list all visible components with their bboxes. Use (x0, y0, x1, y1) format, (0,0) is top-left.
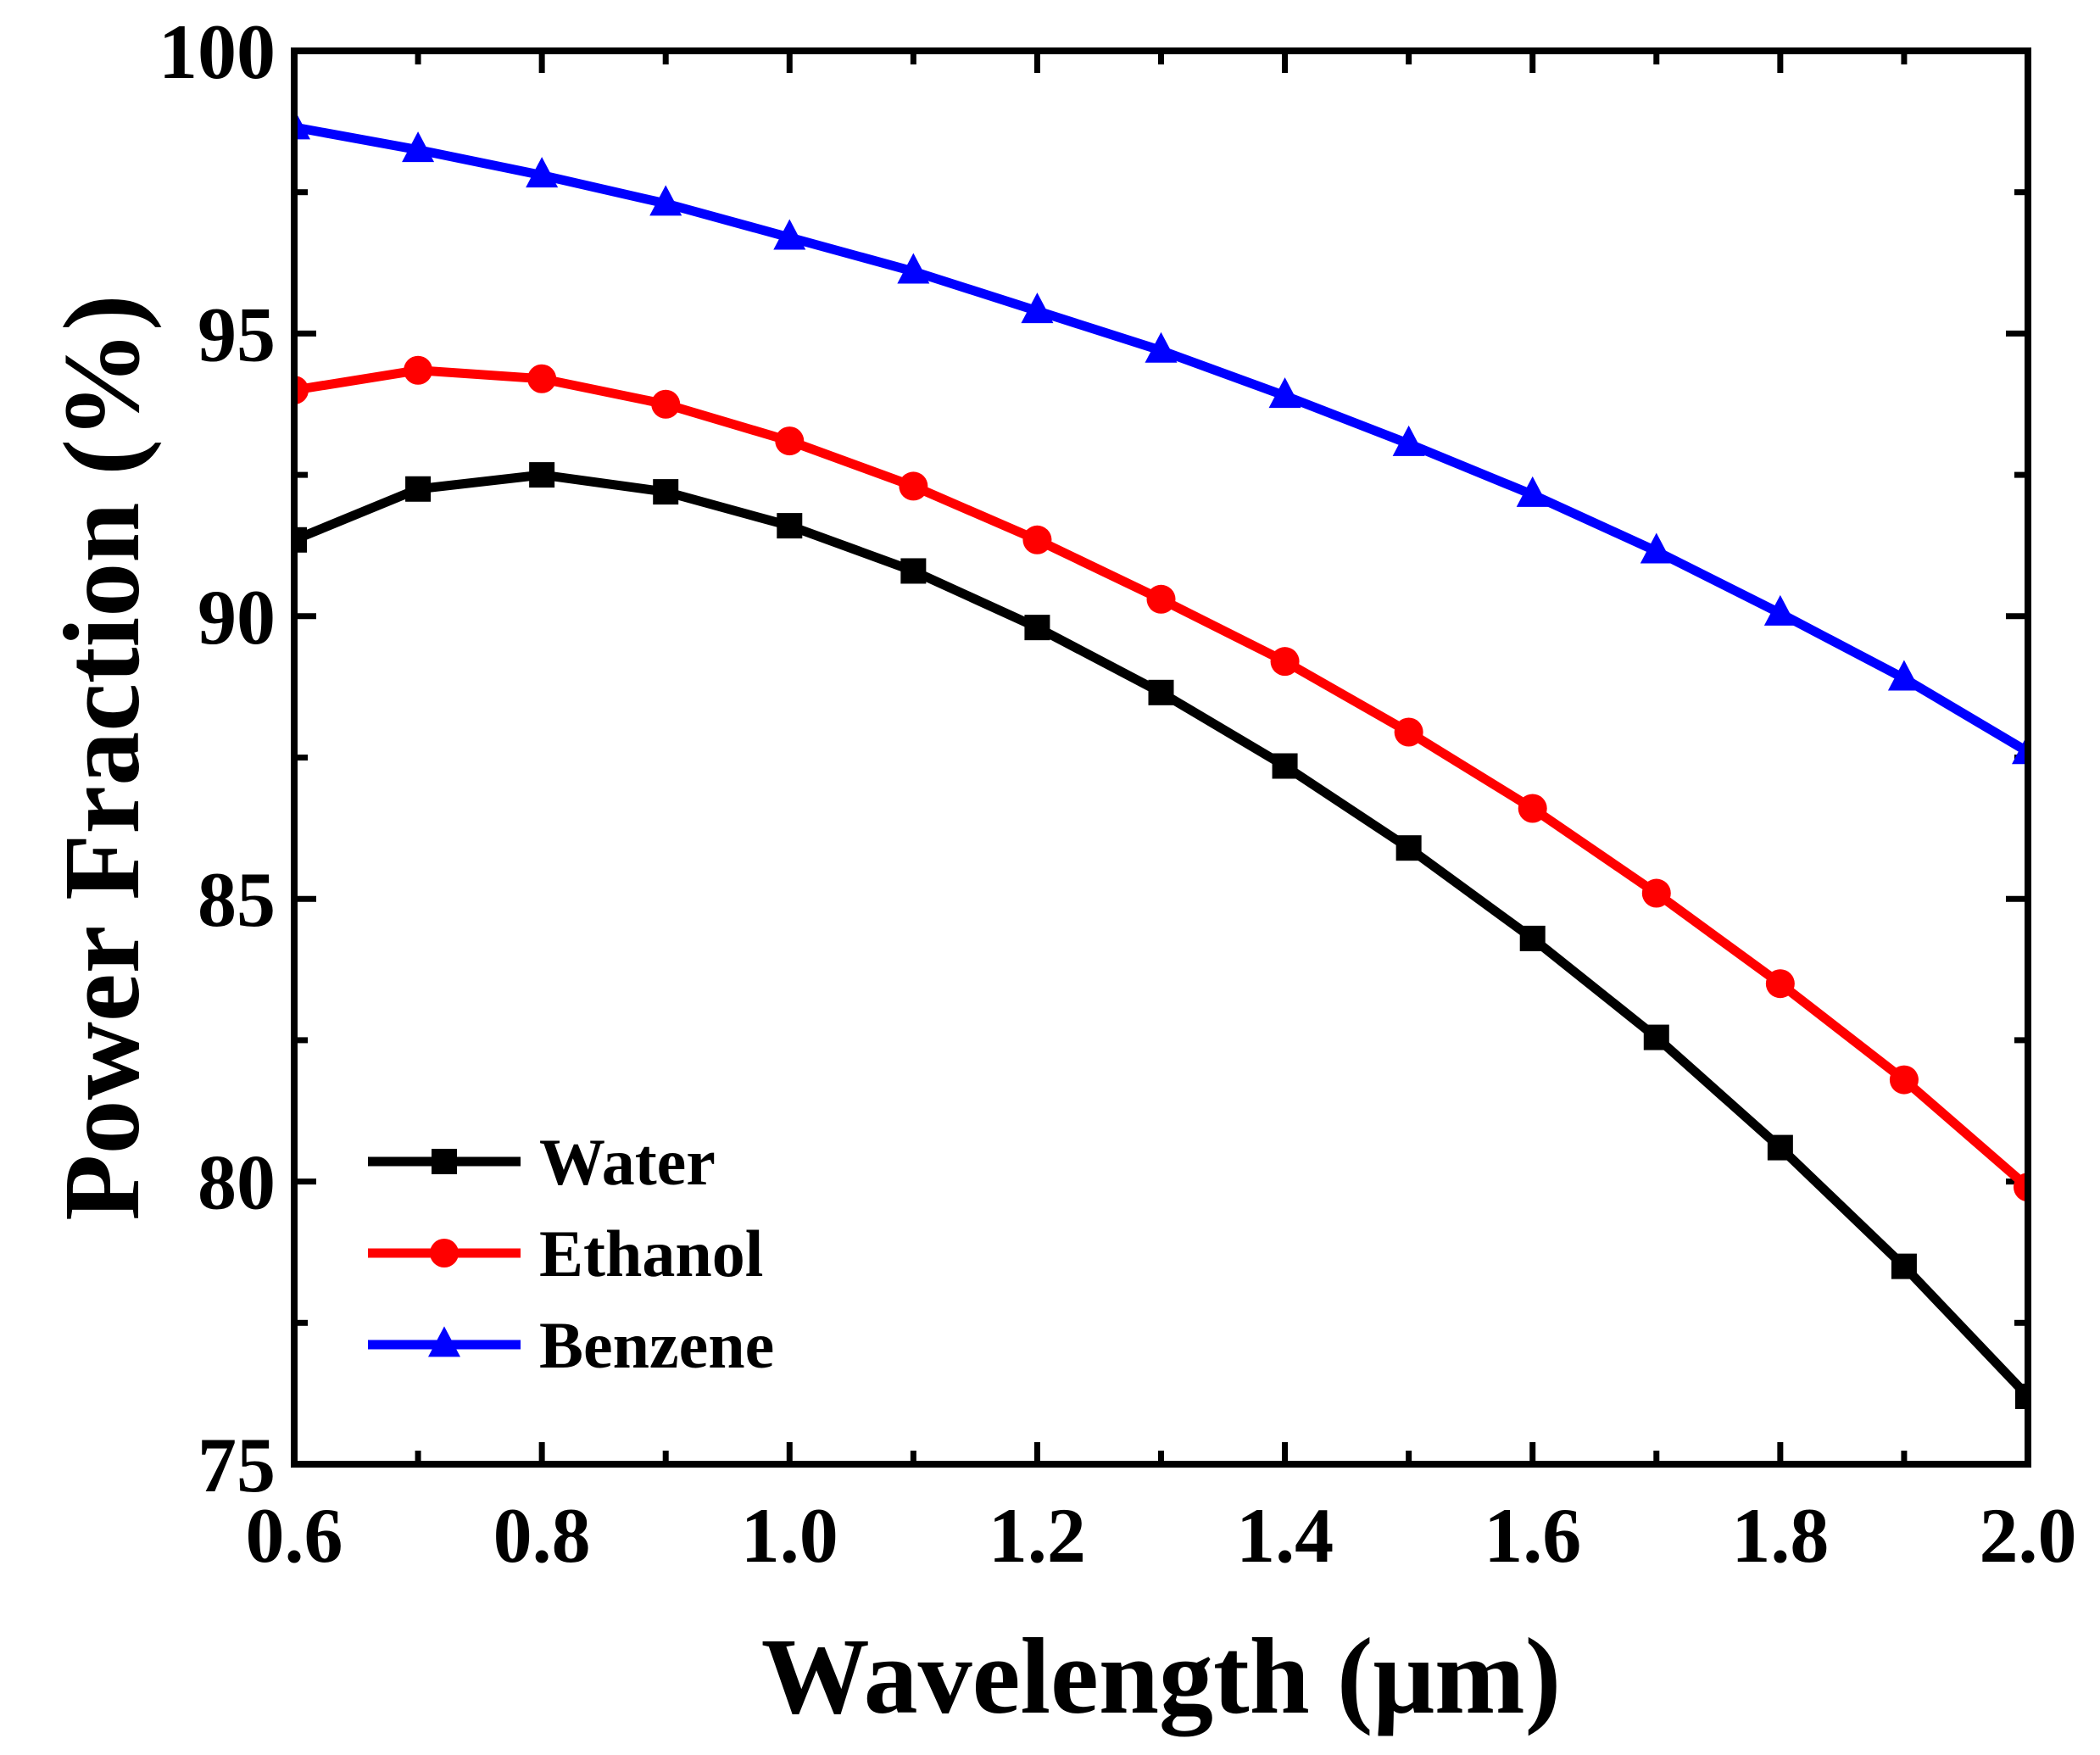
ethanol-point (1765, 969, 1795, 999)
benzene-point (649, 185, 682, 216)
series-layer (294, 109, 2028, 1409)
ethanol-point (294, 376, 309, 405)
legend-item-ethanol: Ethanol (368, 1217, 763, 1290)
y-tick-label: 95 (198, 291, 276, 377)
series-benzene (294, 109, 2028, 765)
x-tick-label: 1.2 (989, 1492, 1086, 1579)
water-point (1891, 1253, 1917, 1279)
ethanol-point (2014, 1173, 2028, 1202)
benzene-point (1392, 425, 1425, 456)
legend-marker-ethanol (430, 1239, 459, 1268)
x-tick-label: 2.0 (1980, 1492, 2077, 1579)
ethanol-point (1146, 584, 1176, 614)
water-point (1519, 925, 1546, 951)
benzene-point (1145, 332, 1178, 363)
benzene-point (2012, 733, 2028, 765)
benzene-point (1887, 660, 1920, 691)
water-point (1395, 835, 1422, 861)
benzene-point (526, 157, 559, 188)
series-ethanol (294, 355, 2028, 1202)
ethanol-point (1518, 794, 1547, 823)
y-tick-label: 85 (198, 856, 276, 943)
x-tick-label: 0.8 (493, 1492, 591, 1579)
x-tick-label: 1.8 (1731, 1492, 1829, 1579)
benzene-point (402, 131, 435, 163)
water-point (529, 462, 555, 488)
benzene-point (897, 253, 930, 284)
ethanol-point (1270, 647, 1300, 677)
water-point (1024, 615, 1050, 641)
tick-labels-layer: 0.6 0.8 1.0 1.2 1.4 1.6 1.8 2.0 75 80 85 90 95 100 (159, 8, 2077, 1579)
series-water (294, 462, 2028, 1409)
water-point (653, 479, 679, 505)
water-point (1767, 1134, 1793, 1161)
ethanol-point (775, 426, 805, 456)
x-tick-label: 1.4 (1236, 1492, 1334, 1579)
benzene-point (1516, 476, 1549, 507)
ethanol-point (404, 355, 433, 385)
y-tick-label: 90 (198, 574, 276, 660)
benzene-point (773, 219, 806, 250)
y-tick-label: 75 (198, 1422, 276, 1508)
x-tick-label: 1.6 (1484, 1492, 1581, 1579)
plot-frame (291, 47, 2031, 1468)
legend-label-ethanol: Ethanol (539, 1217, 763, 1290)
y-tick-label: 80 (198, 1139, 276, 1226)
water-point (1643, 1024, 1669, 1050)
ethanol-point (899, 471, 928, 501)
benzene-point (1640, 532, 1673, 564)
water-point (405, 476, 432, 502)
legend-marker-benzene (428, 1326, 460, 1357)
y-axis-title: Power Fraction (%) (42, 294, 162, 1220)
ethanol-point (1394, 717, 1423, 747)
water-point (1148, 679, 1174, 705)
benzene-point (294, 109, 310, 140)
ethanol-point (527, 364, 557, 393)
benzene-point (1021, 292, 1054, 324)
ethanol-point (651, 389, 681, 419)
ethanol-point (1889, 1065, 1919, 1095)
legend-marker-water (432, 1149, 457, 1174)
ethanol-point (1641, 878, 1671, 908)
benzene-point (1268, 377, 1301, 409)
legend-item-benzene: Benzene (368, 1308, 774, 1382)
x-tick-label: 1.0 (741, 1492, 838, 1579)
water-point (777, 513, 803, 539)
legend-label-benzene: Benzene (539, 1308, 774, 1382)
x-tick-label: 0.6 (246, 1492, 343, 1579)
ethanol-point (1022, 525, 1052, 554)
legend: Water Ethanol Benzene (368, 1125, 774, 1382)
legend-item-water: Water (368, 1125, 716, 1199)
y-tick-label: 100 (159, 8, 276, 95)
legend-label-water: Water (539, 1125, 716, 1199)
water-point (900, 558, 927, 584)
x-axis-title: Wavelength (μm) (761, 1616, 1562, 1736)
water-point (1272, 753, 1298, 779)
benzene-point (1763, 594, 1796, 626)
ethanol-line (294, 365, 2028, 1191)
benzene-line (294, 122, 2028, 756)
